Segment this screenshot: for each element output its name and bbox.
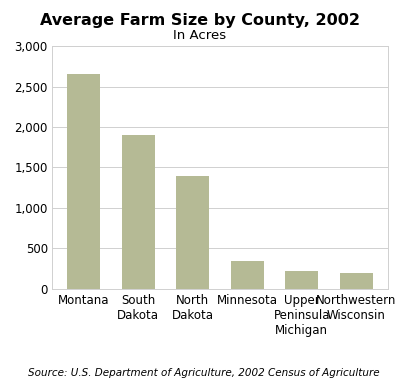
Text: Average Farm Size by County, 2002: Average Farm Size by County, 2002 (40, 13, 360, 28)
Text: In Acres: In Acres (174, 29, 226, 42)
Bar (286, 271, 318, 289)
Text: Source: U.S. Department of Agriculture, 2002 Census of Agriculture: Source: U.S. Department of Agriculture, … (28, 368, 380, 378)
Bar (231, 261, 264, 289)
Bar (176, 176, 209, 289)
Bar (67, 74, 100, 289)
Bar (340, 273, 373, 289)
Bar (122, 135, 154, 289)
